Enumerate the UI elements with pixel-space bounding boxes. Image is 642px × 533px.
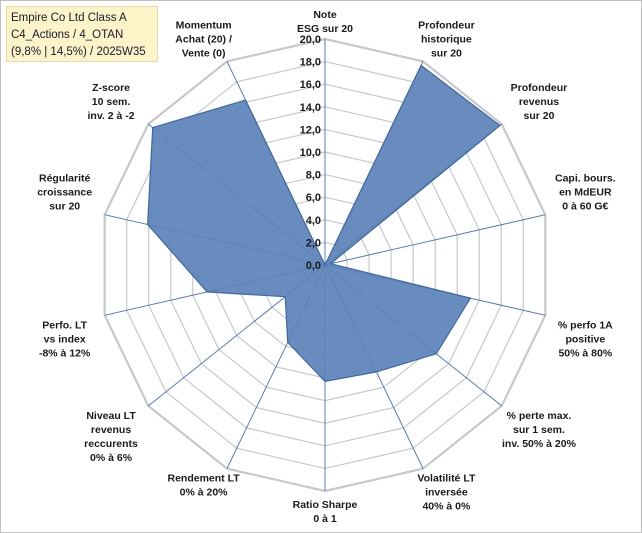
tick-label: 8,0 [306, 170, 321, 182]
tick-label: 4,0 [306, 215, 321, 227]
tick-label: 20,0 [300, 34, 321, 46]
fund-title-box: Empire Co Ltd Class A C4_Actions / 4_OTA… [6, 6, 158, 62]
radar-spoke [324, 214, 546, 266]
category-label: Capi. bours. en MdEUR 0 à 60 G€ [555, 173, 616, 213]
category-label: % perfo 1A positive 50% à 80% [558, 319, 613, 359]
tick-label: 18,0 [300, 57, 321, 69]
tick-label: 14,0 [300, 102, 321, 114]
category-label: Niveau LT revenus reccurents 0% à 6% [84, 410, 138, 464]
category-label: Volatilité LT inversée 40% à 0% [417, 473, 476, 513]
radar-series [147, 64, 501, 383]
radial-tick-labels: 0,0 2,0 4,0 6,0 8,0 10,0 12,0 14,0 16,0 18,0 20,0 [300, 34, 321, 272]
tick-label: 0,0 [306, 260, 321, 272]
category-label: Rendement LT 0% à 20% [168, 473, 241, 499]
tick-label: 16,0 [300, 79, 321, 91]
category-label: Z-score 10 sem. inv. 2 à -2 [87, 82, 134, 122]
category-label: Ratio Sharpe 0 à 1 [293, 499, 358, 525]
fund-category: C4_Actions / 4_OTAN [11, 29, 124, 41]
category-label: Régularité croissance sur 20 [37, 173, 92, 213]
category-label: Perfo. LT vs index -8% à 12% [39, 319, 91, 359]
category-label: % perte max. sur 1 sem. inv. 50% à 20% [502, 410, 577, 450]
category-label: Note ESG sur 20 [297, 9, 353, 35]
fund-name: Empire Co Ltd Class A [11, 12, 127, 24]
tick-label: 2,0 [306, 237, 321, 249]
category-labels: Note ESG sur 20 Profondeur historique sur 20… [37, 9, 616, 525]
category-label: Momentum Achat (20) / Vente (0) [175, 19, 232, 59]
tick-label: 6,0 [306, 192, 321, 204]
tick-label: 10,0 [300, 147, 321, 159]
category-label: Profondeur historique sur 20 [418, 19, 475, 59]
series-area [147, 64, 501, 383]
category-label: Profondeur revenus sur 20 [511, 82, 568, 122]
tick-label: 12,0 [300, 124, 321, 136]
fund-stats: (9,8% | 14,5%) / 2025W35 [11, 46, 146, 58]
